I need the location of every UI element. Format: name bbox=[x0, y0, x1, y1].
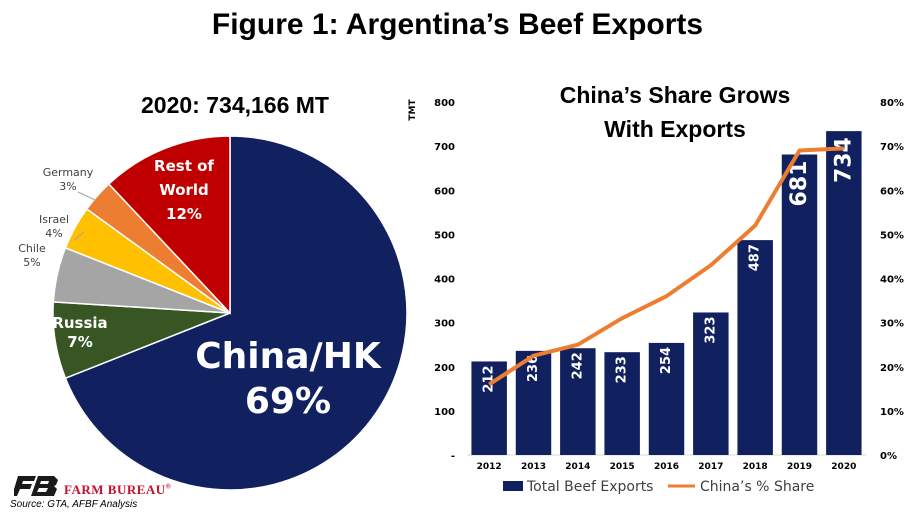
pie-label-china-hk-name: China/HK bbox=[195, 336, 382, 377]
bar-2019 bbox=[781, 154, 818, 456]
pie-label-germany-name: Germany bbox=[43, 166, 94, 179]
x-tick-label-2019: 2019 bbox=[787, 462, 812, 472]
pie-chart-title: 2020: 734,166 MT bbox=[141, 92, 329, 118]
x-tick-label-2017: 2017 bbox=[698, 462, 723, 472]
bar-value-label-2020: 734 bbox=[831, 137, 856, 183]
legend-label-china-share: China’s % Share bbox=[700, 479, 814, 495]
main-title: Figure 1: Argentina’s Beef Exports bbox=[211, 8, 704, 41]
y-left-tick-label: 100 bbox=[434, 407, 455, 418]
x-tick-label-2015: 2015 bbox=[610, 462, 635, 472]
pie-label-china-hk-value: 69% bbox=[245, 381, 331, 422]
y-left-tick-label: 600 bbox=[434, 186, 455, 197]
y-right-tick-label: 80% bbox=[880, 98, 904, 109]
y-left-tick-label: 800 bbox=[434, 98, 455, 109]
bar-2020 bbox=[826, 131, 862, 455]
bar-chart-title: China’s Share Grows With Exports bbox=[480, 78, 870, 146]
legend-swatch-total-beef-exports bbox=[503, 481, 523, 491]
y-right-tick-label: 50% bbox=[880, 230, 904, 241]
y-right-tick-label: 60% bbox=[880, 186, 904, 197]
x-tick-label-2014: 2014 bbox=[565, 462, 590, 472]
pie-label-rest-of-world-name-line-1: Rest of bbox=[154, 157, 214, 175]
y-right-tick-label: 40% bbox=[880, 275, 904, 286]
brand-name: FARM BUREAU® bbox=[64, 482, 171, 498]
bar-value-label-2017: 323 bbox=[703, 316, 718, 343]
y-left-tick-label: 700 bbox=[434, 142, 455, 153]
pie-leader-israel bbox=[73, 231, 85, 241]
pie-leader-germany bbox=[77, 191, 96, 201]
pie-slice-china-hk bbox=[64, 135, 408, 491]
bar-value-label-2015: 233 bbox=[615, 356, 630, 383]
bar-value-label-2012: 212 bbox=[482, 365, 497, 392]
pie-label-rest-of-world-name-line-2: World bbox=[159, 181, 209, 199]
pie-slice-rest-of-world bbox=[107, 135, 231, 315]
bar-chart-title-line-2: With Exports bbox=[604, 116, 746, 142]
farm-bureau-logo-icon bbox=[14, 476, 58, 496]
pie-label-rest-of-world-value: 12% bbox=[166, 205, 202, 223]
bar-chart-title-line-1: China’s Share Grows bbox=[559, 82, 791, 108]
y-left-axis-label: TMT bbox=[408, 99, 418, 121]
pie-label-russia-value: 7% bbox=[67, 333, 92, 351]
legend-label-total-beef-exports: Total Beef Exports bbox=[526, 479, 653, 495]
bar-2018 bbox=[737, 240, 773, 455]
x-tick-label-2018: 2018 bbox=[743, 462, 768, 472]
x-tick-label-2020: 2020 bbox=[831, 462, 856, 472]
bar-value-label-2013: 236 bbox=[526, 355, 541, 382]
x-tick-label-2013: 2013 bbox=[521, 462, 546, 472]
y-left-tick-label: - bbox=[451, 451, 455, 462]
pie-label-germany-value: 3% bbox=[59, 180, 76, 193]
y-right-tick-label: 20% bbox=[880, 363, 904, 374]
bar-2013 bbox=[515, 350, 552, 455]
y-right-tick-label: 0% bbox=[880, 451, 897, 462]
bar-2017 bbox=[693, 312, 729, 455]
brand-name-text: FARM BUREAU bbox=[64, 482, 166, 497]
y-right-tick-label: 70% bbox=[880, 142, 904, 153]
brand-registered-mark: ® bbox=[165, 482, 172, 491]
y-left-tick-label: 400 bbox=[434, 275, 455, 286]
y-left-tick-label: 200 bbox=[434, 363, 455, 374]
pie-label-israel-value: 4% bbox=[45, 227, 62, 240]
y-right-tick-label: 30% bbox=[880, 319, 904, 330]
y-right-tick-label: 10% bbox=[880, 407, 904, 418]
x-tick-label-2012: 2012 bbox=[477, 462, 502, 472]
pie-label-chile-value: 5% bbox=[23, 256, 40, 269]
pie-label-russia-name: Russia bbox=[52, 314, 107, 332]
bar-2016 bbox=[648, 342, 685, 455]
bar-value-label-2016: 254 bbox=[659, 347, 674, 374]
bar-2015 bbox=[604, 352, 640, 455]
pie-label-israel-name: Israel bbox=[39, 213, 69, 226]
y-left-tick-label: 500 bbox=[434, 230, 455, 241]
bar-2014 bbox=[560, 348, 596, 455]
x-tick-label-2016: 2016 bbox=[654, 462, 679, 472]
pie-label-chile-name: Chile bbox=[18, 242, 46, 255]
bar-value-label-2018: 487 bbox=[748, 244, 763, 271]
y-left-tick-label: 300 bbox=[434, 319, 455, 330]
source-note: Source: GTA, AFBF Analysis bbox=[10, 499, 138, 510]
bar-value-label-2014: 242 bbox=[570, 352, 585, 379]
